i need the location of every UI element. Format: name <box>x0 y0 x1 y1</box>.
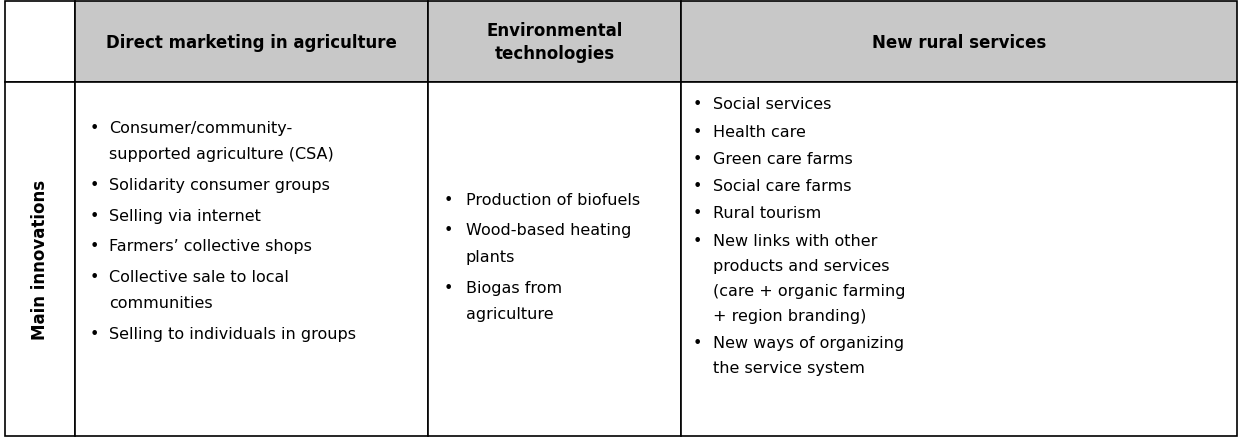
Text: Direct marketing in agriculture: Direct marketing in agriculture <box>106 33 397 52</box>
Text: •: • <box>693 124 703 139</box>
Text: •: • <box>89 239 99 254</box>
Text: •: • <box>443 223 453 238</box>
Text: Green care farms: Green care farms <box>713 152 853 166</box>
Text: •: • <box>693 179 703 194</box>
Text: •: • <box>89 120 99 135</box>
Text: products and services: products and services <box>713 258 889 273</box>
Text: supported agriculture (CSA): supported agriculture (CSA) <box>109 147 334 162</box>
Text: New rural services: New rural services <box>872 33 1046 52</box>
Bar <box>681 83 1237 436</box>
Text: Social services: Social services <box>713 97 831 112</box>
Text: Wood-based heating: Wood-based heating <box>466 223 631 238</box>
Bar <box>5 83 75 436</box>
Text: Consumer/community-: Consumer/community- <box>109 120 293 135</box>
Bar <box>75 2 428 83</box>
Text: the service system: the service system <box>713 360 864 375</box>
Bar <box>75 83 428 436</box>
Text: •: • <box>693 233 703 248</box>
Bar <box>428 2 681 83</box>
Text: •: • <box>89 269 99 284</box>
Bar <box>428 83 681 436</box>
Text: •: • <box>693 97 703 112</box>
Text: Collective sale to local: Collective sale to local <box>109 269 289 284</box>
Text: New links with other: New links with other <box>713 233 877 248</box>
Text: Health care: Health care <box>713 124 806 139</box>
Text: New ways of organizing: New ways of organizing <box>713 335 904 350</box>
Text: •: • <box>89 326 99 341</box>
Text: •: • <box>443 280 453 295</box>
Text: Production of biofuels: Production of biofuels <box>466 192 640 207</box>
Text: •: • <box>89 177 99 192</box>
Bar <box>5 2 75 83</box>
Bar <box>681 2 1237 83</box>
Text: Rural tourism: Rural tourism <box>713 206 821 221</box>
Text: Farmers’ collective shops: Farmers’ collective shops <box>109 239 312 254</box>
Text: Selling via internet: Selling via internet <box>109 208 261 223</box>
Text: Selling to individuals in groups: Selling to individuals in groups <box>109 326 356 341</box>
Text: (care + organic farming: (care + organic farming <box>713 283 905 298</box>
Text: •: • <box>693 152 703 166</box>
Text: communities: communities <box>109 296 212 311</box>
Text: Environmental
technologies: Environmental technologies <box>487 22 622 63</box>
Text: Biogas from: Biogas from <box>466 280 561 295</box>
Text: Main innovations: Main innovations <box>31 180 48 339</box>
Text: •: • <box>693 335 703 350</box>
Text: plants: plants <box>466 249 515 264</box>
Text: + region branding): + region branding) <box>713 308 866 323</box>
Text: •: • <box>693 206 703 221</box>
Text: Social care farms: Social care farms <box>713 179 852 194</box>
Text: agriculture: agriculture <box>466 306 554 321</box>
Text: •: • <box>443 192 453 207</box>
Text: •: • <box>89 208 99 223</box>
Text: Solidarity consumer groups: Solidarity consumer groups <box>109 177 330 192</box>
